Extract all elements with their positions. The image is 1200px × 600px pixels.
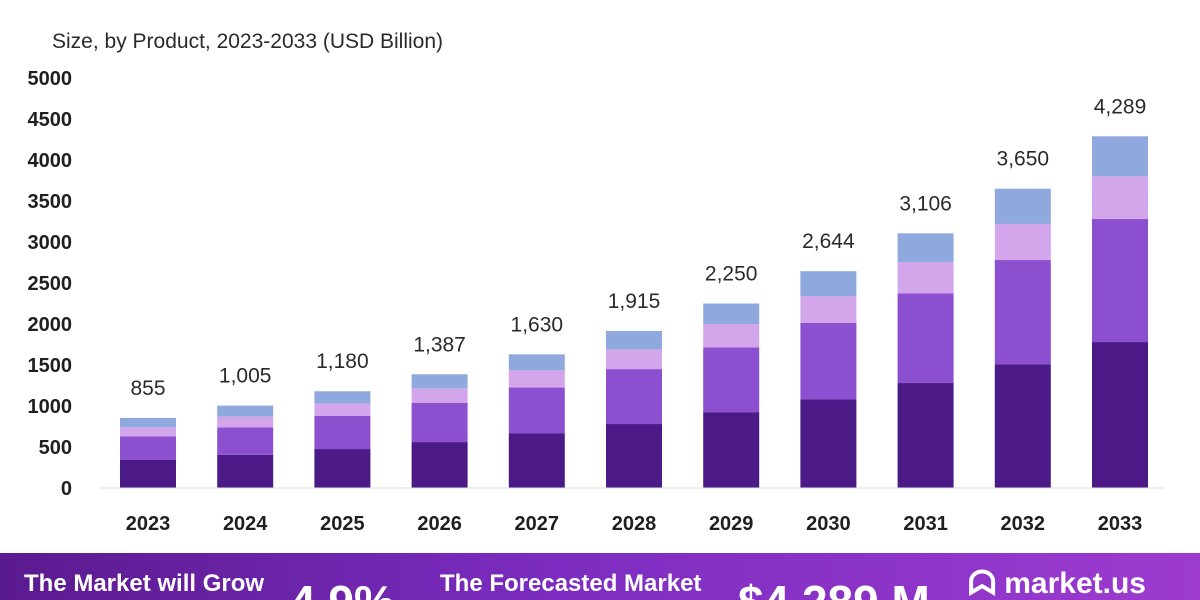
- y-tick-label: 2000: [28, 314, 73, 336]
- bar-segment: [217, 405, 274, 417]
- y-tick-label: 4500: [28, 109, 73, 131]
- y-tick-label: 1000: [28, 396, 73, 418]
- bar-segment: [703, 412, 760, 488]
- bar-segment: [897, 293, 954, 384]
- bar-segment: [994, 364, 1051, 488]
- bar-segment: [120, 417, 176, 428]
- bar-segment: [800, 296, 857, 323]
- bar-segment: [411, 442, 468, 488]
- x-tick-label: 2029: [709, 513, 754, 535]
- bar-segment: [606, 349, 662, 370]
- bar-total-label: 4,289: [1094, 95, 1147, 118]
- bar-segment: [1092, 136, 1148, 177]
- forecast-label: The Forecasted Market: [440, 570, 702, 597]
- bars: 855 1,005 1,180 1,387 1,630 1,915 2,250 2,644 3,…: [120, 95, 1148, 488]
- bar-segment: [800, 399, 857, 488]
- x-tick-label: 2027: [515, 513, 560, 535]
- y-tick-label: 500: [39, 437, 72, 459]
- y-tick-label: 4000: [28, 150, 73, 172]
- y-tick-label: 3000: [28, 232, 73, 254]
- logo-text: market.us: [1004, 567, 1146, 600]
- bar-segment: [217, 454, 274, 488]
- x-tick-label: 2031: [903, 513, 948, 535]
- bar-segment: [606, 330, 662, 350]
- bar-total-label: 1,387: [413, 333, 466, 356]
- bar-total-label: 3,650: [997, 148, 1050, 171]
- bar-segment: [606, 424, 662, 488]
- bar-segment: [508, 433, 565, 488]
- bar-total-label: 1,630: [511, 313, 564, 336]
- market-grow-label: The Market will Grow: [24, 570, 265, 597]
- x-tick-label: 2024: [223, 513, 268, 535]
- bar-segment: [994, 223, 1051, 261]
- bar-segment: [120, 427, 176, 437]
- bar-segment: [897, 233, 954, 263]
- bar-segment: [994, 188, 1051, 224]
- bar-segment: [508, 354, 565, 371]
- chart: Size, by Product, 2023-2033 (USD Billion…: [28, 30, 1165, 535]
- bar-segment: [314, 403, 371, 416]
- bar-segment: [606, 369, 662, 425]
- market-us-logo-icon: ᗣ: [968, 565, 997, 600]
- x-tick-label: 2023: [126, 513, 171, 535]
- bar-segment: [703, 347, 760, 413]
- bar-total-label: 3,106: [899, 192, 952, 215]
- bar-segment: [897, 262, 954, 294]
- bar-total-label: 1,005: [219, 365, 272, 388]
- x-tick-label: 2033: [1098, 513, 1143, 535]
- bar-segment: [508, 370, 565, 388]
- bar-segment: [703, 303, 760, 324]
- forecast-value: $4,289 M: [738, 575, 930, 600]
- x-tick-label: 2025: [320, 513, 365, 535]
- bar-segment: [314, 391, 371, 404]
- cagr-value: 4.9%: [290, 575, 395, 600]
- x-tick-label: 2032: [1001, 513, 1046, 535]
- bar-segment: [1092, 219, 1148, 343]
- bar-total-label: 2,250: [705, 263, 758, 286]
- bar-segment: [217, 416, 274, 428]
- bar-segment: [994, 260, 1051, 365]
- x-tick-label: 2028: [612, 513, 657, 535]
- bar-segment: [411, 388, 468, 403]
- x-tick-label: 2026: [417, 513, 462, 535]
- y-tick-label: 3500: [28, 191, 73, 213]
- bar-segment: [120, 436, 176, 460]
- y-tick-label: 5000: [28, 68, 73, 90]
- bar-total-label: 855: [130, 377, 165, 400]
- chart-subtitle: Size, by Product, 2023-2033 (USD Billion…: [52, 30, 443, 53]
- bar-segment: [120, 459, 176, 488]
- x-axis: 2023 2024 2025 2026 2027 2028 2029 2030 2031 2032…: [126, 513, 1143, 535]
- bar-segment: [703, 324, 760, 348]
- y-axis: 0 500 1000 1500 2000 2500 3000 3500 4000 4500 5000: [28, 68, 73, 500]
- bar-total-label: 1,915: [608, 290, 661, 313]
- bar-segment: [800, 322, 857, 400]
- bar-segment: [411, 374, 468, 389]
- bar-total-label: 2,644: [802, 230, 855, 253]
- bar-segment: [314, 449, 371, 488]
- bar-segment: [314, 415, 371, 450]
- y-tick-label: 0: [61, 478, 72, 500]
- market-us-logo[interactable]: ᗣ market.us: [968, 567, 1146, 600]
- bar-total-label: 1,180: [316, 350, 369, 373]
- bar-segment: [800, 271, 857, 297]
- bar-segment: [217, 427, 274, 455]
- footer-banner: The Market will Grow 4.9% The Forecasted…: [0, 553, 1200, 600]
- x-tick-label: 2030: [806, 513, 851, 535]
- y-tick-label: 2500: [28, 273, 73, 295]
- y-tick-label: 1500: [28, 355, 73, 377]
- bar-segment: [897, 383, 954, 488]
- bar-segment: [411, 402, 468, 443]
- bar-segment: [1092, 176, 1148, 220]
- bar-segment: [508, 387, 565, 434]
- bar-segment: [1092, 342, 1148, 488]
